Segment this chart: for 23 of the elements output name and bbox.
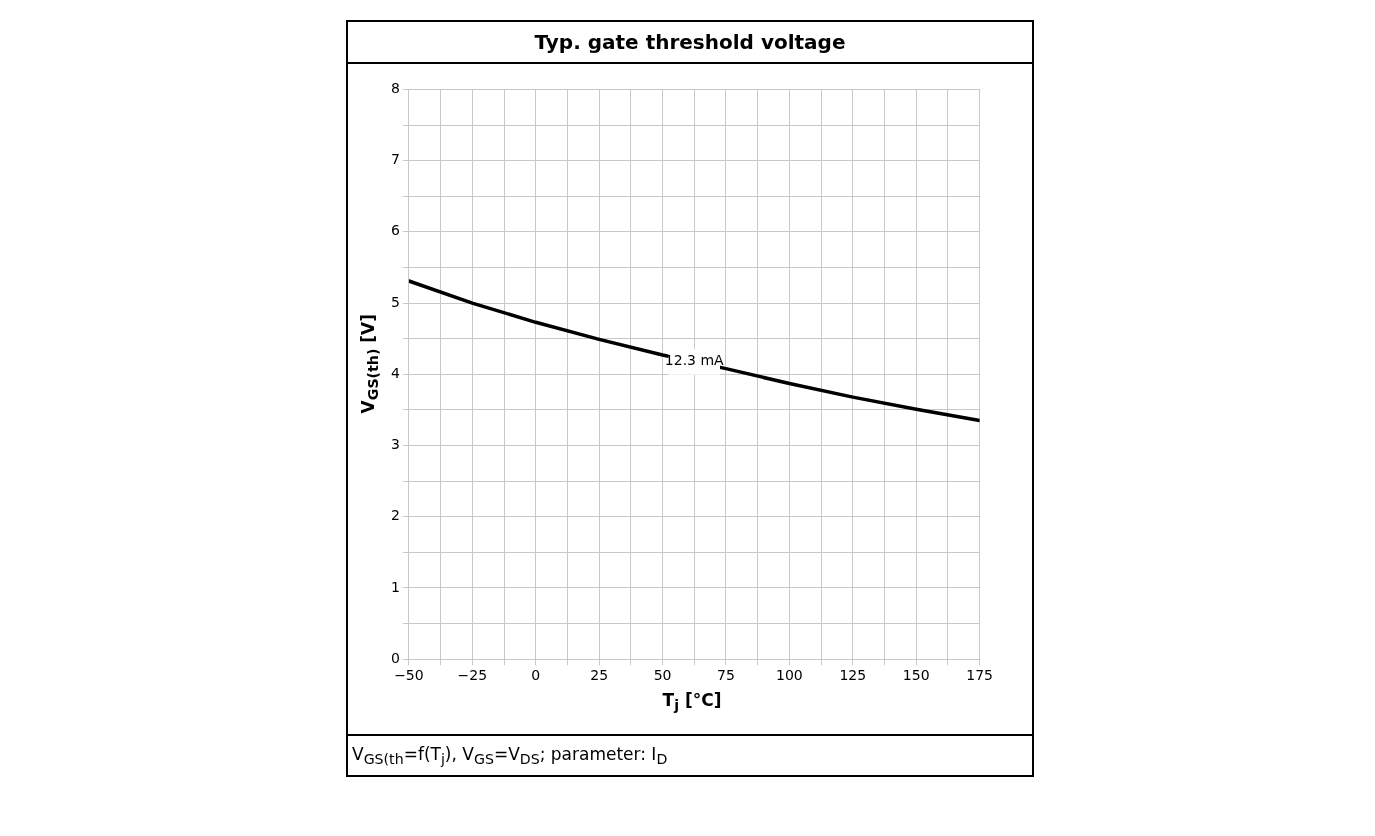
x-tick-label: 100: [776, 667, 803, 684]
y-tick-label: 0: [390, 649, 400, 666]
x-tick-label: 150: [902, 667, 930, 684]
y-tick-label: 5: [390, 293, 400, 310]
x-tick-label: 125: [839, 667, 867, 684]
x-tick-label: 0: [531, 667, 541, 684]
y-tick-label: 6: [390, 222, 400, 239]
y-tick-label: 3: [390, 436, 400, 453]
y-tick-label: 2: [390, 507, 400, 524]
x-tick-label: 25: [590, 667, 609, 684]
x-tick-label: 75: [717, 667, 735, 684]
text: V$_{GS(th}$=f(T$_{j}$), V$_{GS}$=V$_{DS}$; parameter: I$_{D}$: [352, 744, 668, 768]
y-tick-label: 1: [390, 578, 400, 595]
series-label: 12.3 mA: [664, 352, 725, 369]
x-tick-label: 50: [653, 667, 672, 684]
y-tick-label: 4: [390, 364, 400, 381]
x-axis-title: T$_{j}$ [°C]: [661, 690, 723, 714]
x-tick-label: 175: [966, 667, 994, 684]
y-tick-label: 7: [390, 151, 400, 168]
chart-title: Typ. gate threshold voltage: [348, 22, 1032, 64]
x-tick-label: −25: [457, 667, 488, 684]
y-tick-label: 8: [390, 80, 400, 97]
x-tick-label: −50: [394, 667, 424, 684]
